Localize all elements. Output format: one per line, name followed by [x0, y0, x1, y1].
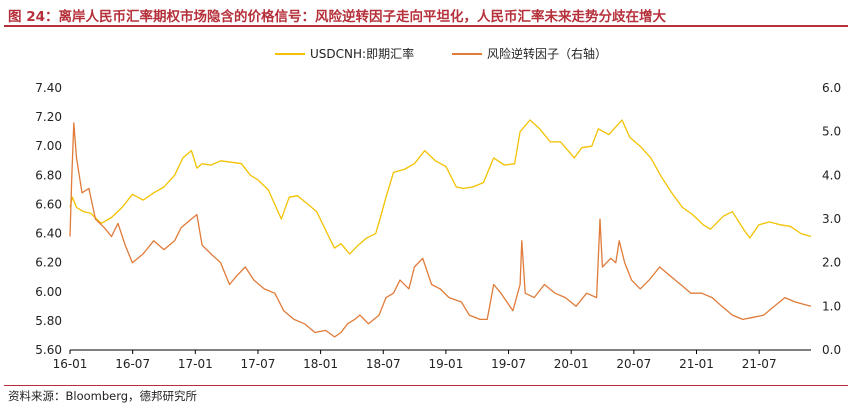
x-tick-label: 16-07: [115, 357, 150, 371]
chart-legend: USDCNH:即期汇率 风险逆转因子（右轴）: [275, 46, 607, 61]
x-tick-label: 16-01: [53, 357, 88, 371]
y-left-tick-label: 6.00: [35, 285, 62, 299]
x-tick-label: 21-01: [679, 357, 714, 371]
y-left-tick-label: 6.80: [35, 168, 62, 182]
y-left-tick-label: 5.80: [35, 314, 62, 328]
chart-axes: 16-01 16-07 17-01 17-07 18-01 18-07 19-01 19-07…: [35, 81, 841, 371]
source-divider: [4, 385, 848, 386]
x-tick-label: 18-01: [303, 357, 338, 371]
y-right-tick-label: 1.0: [822, 299, 841, 313]
title-divider: [4, 25, 848, 27]
chart-title: 图 24：离岸人民币汇率期权市场隐含的价格信号：风险逆转因子走向平坦化，人民币汇…: [8, 9, 666, 25]
chart-canvas: USDCNH:即期汇率 风险逆转因子（右轴） 16-01 16-07 17-01 17-…: [35, 46, 841, 371]
x-tick-label: 20-07: [616, 357, 651, 371]
source-note: 资料来源：Bloomberg，德邦研究所: [8, 389, 198, 403]
x-tick-label: 20-01: [554, 357, 589, 371]
risk-reversal-series-line: [69, 122, 812, 338]
x-tick-label: 19-01: [428, 357, 463, 371]
usdcnh-series-line: [69, 119, 812, 255]
legend-usdcnh-label: USDCNH:即期汇率: [310, 46, 414, 61]
y-left-tick-label: 6.40: [35, 227, 62, 241]
y-left-tick-label: 7.00: [35, 139, 62, 153]
y-left-tick-label: 7.20: [35, 110, 62, 124]
x-tick-label: 17-07: [241, 357, 276, 371]
y-left-tick-label: 7.40: [35, 81, 62, 95]
legend-risk-reversal-label: 风险逆转因子（右轴）: [487, 46, 607, 61]
y-left-tick-label: 6.20: [35, 256, 62, 270]
y-right-tick-label: 5.0: [822, 125, 841, 139]
y-left-tick-label: 6.60: [35, 197, 62, 211]
y-right-tick-label: 2.0: [822, 256, 841, 270]
y-left-tick-label: 5.60: [35, 343, 62, 357]
y-right-tick-label: 6.0: [822, 81, 841, 95]
x-tick-label: 18-07: [366, 357, 401, 371]
y-right-tick-label: 4.0: [822, 168, 841, 182]
chart-plot-area: [69, 119, 812, 338]
y-right-tick-label: 3.0: [822, 212, 841, 226]
x-tick-label: 21-07: [742, 357, 777, 371]
x-tick-label: 17-01: [178, 357, 213, 371]
x-tick-label: 19-07: [491, 357, 526, 371]
y-right-tick-label: 0.0: [822, 343, 841, 357]
